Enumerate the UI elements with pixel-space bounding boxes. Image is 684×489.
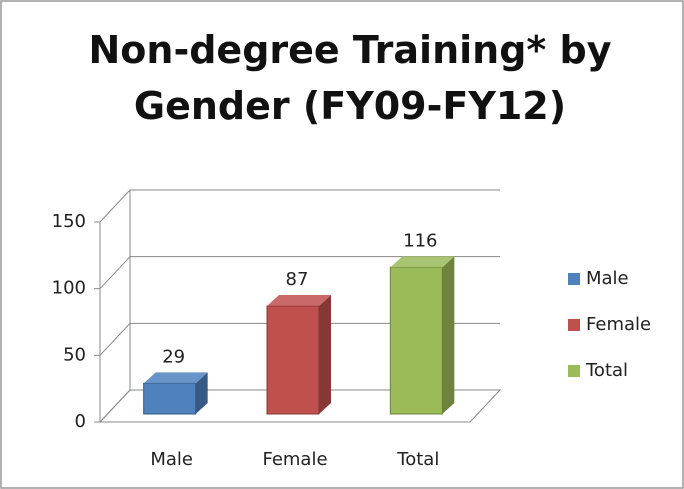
x-tick-label: Female bbox=[262, 449, 327, 470]
value-label: 116 bbox=[403, 230, 437, 251]
bar bbox=[143, 372, 208, 415]
legend-swatch bbox=[568, 273, 580, 285]
bar-front bbox=[266, 305, 320, 415]
bar-side bbox=[319, 295, 331, 414]
legend-label: Female bbox=[586, 314, 651, 335]
legend-label: Male bbox=[586, 268, 629, 289]
bar-side bbox=[442, 256, 455, 414]
legend-swatch bbox=[568, 319, 580, 331]
chart-title: Non-degree Training* by Gender (FY09-FY1… bbox=[88, 28, 612, 128]
value-label: 29 bbox=[162, 346, 185, 367]
bar-top bbox=[267, 295, 331, 306]
grid-line bbox=[99, 322, 500, 356]
y-tick-label: 0 bbox=[75, 411, 86, 432]
bar bbox=[266, 295, 331, 415]
legend-label: Total bbox=[585, 360, 628, 381]
y-tick-label: 150 bbox=[52, 211, 86, 232]
value-label: 87 bbox=[286, 269, 309, 290]
y-tick-label: 100 bbox=[52, 278, 86, 299]
bar-front bbox=[143, 382, 197, 415]
bar-side bbox=[195, 372, 208, 414]
grid-line bbox=[99, 256, 500, 290]
grid-line bbox=[99, 189, 500, 223]
y-tick-label: 50 bbox=[63, 344, 86, 365]
bar-front bbox=[389, 266, 443, 415]
bar-top bbox=[143, 372, 208, 384]
x-tick-label: Male bbox=[150, 449, 193, 470]
legend-swatch bbox=[568, 365, 580, 377]
bar-top bbox=[390, 256, 455, 268]
bar bbox=[389, 256, 455, 415]
grid-line bbox=[99, 389, 500, 423]
x-tick-label: Total bbox=[396, 449, 439, 470]
